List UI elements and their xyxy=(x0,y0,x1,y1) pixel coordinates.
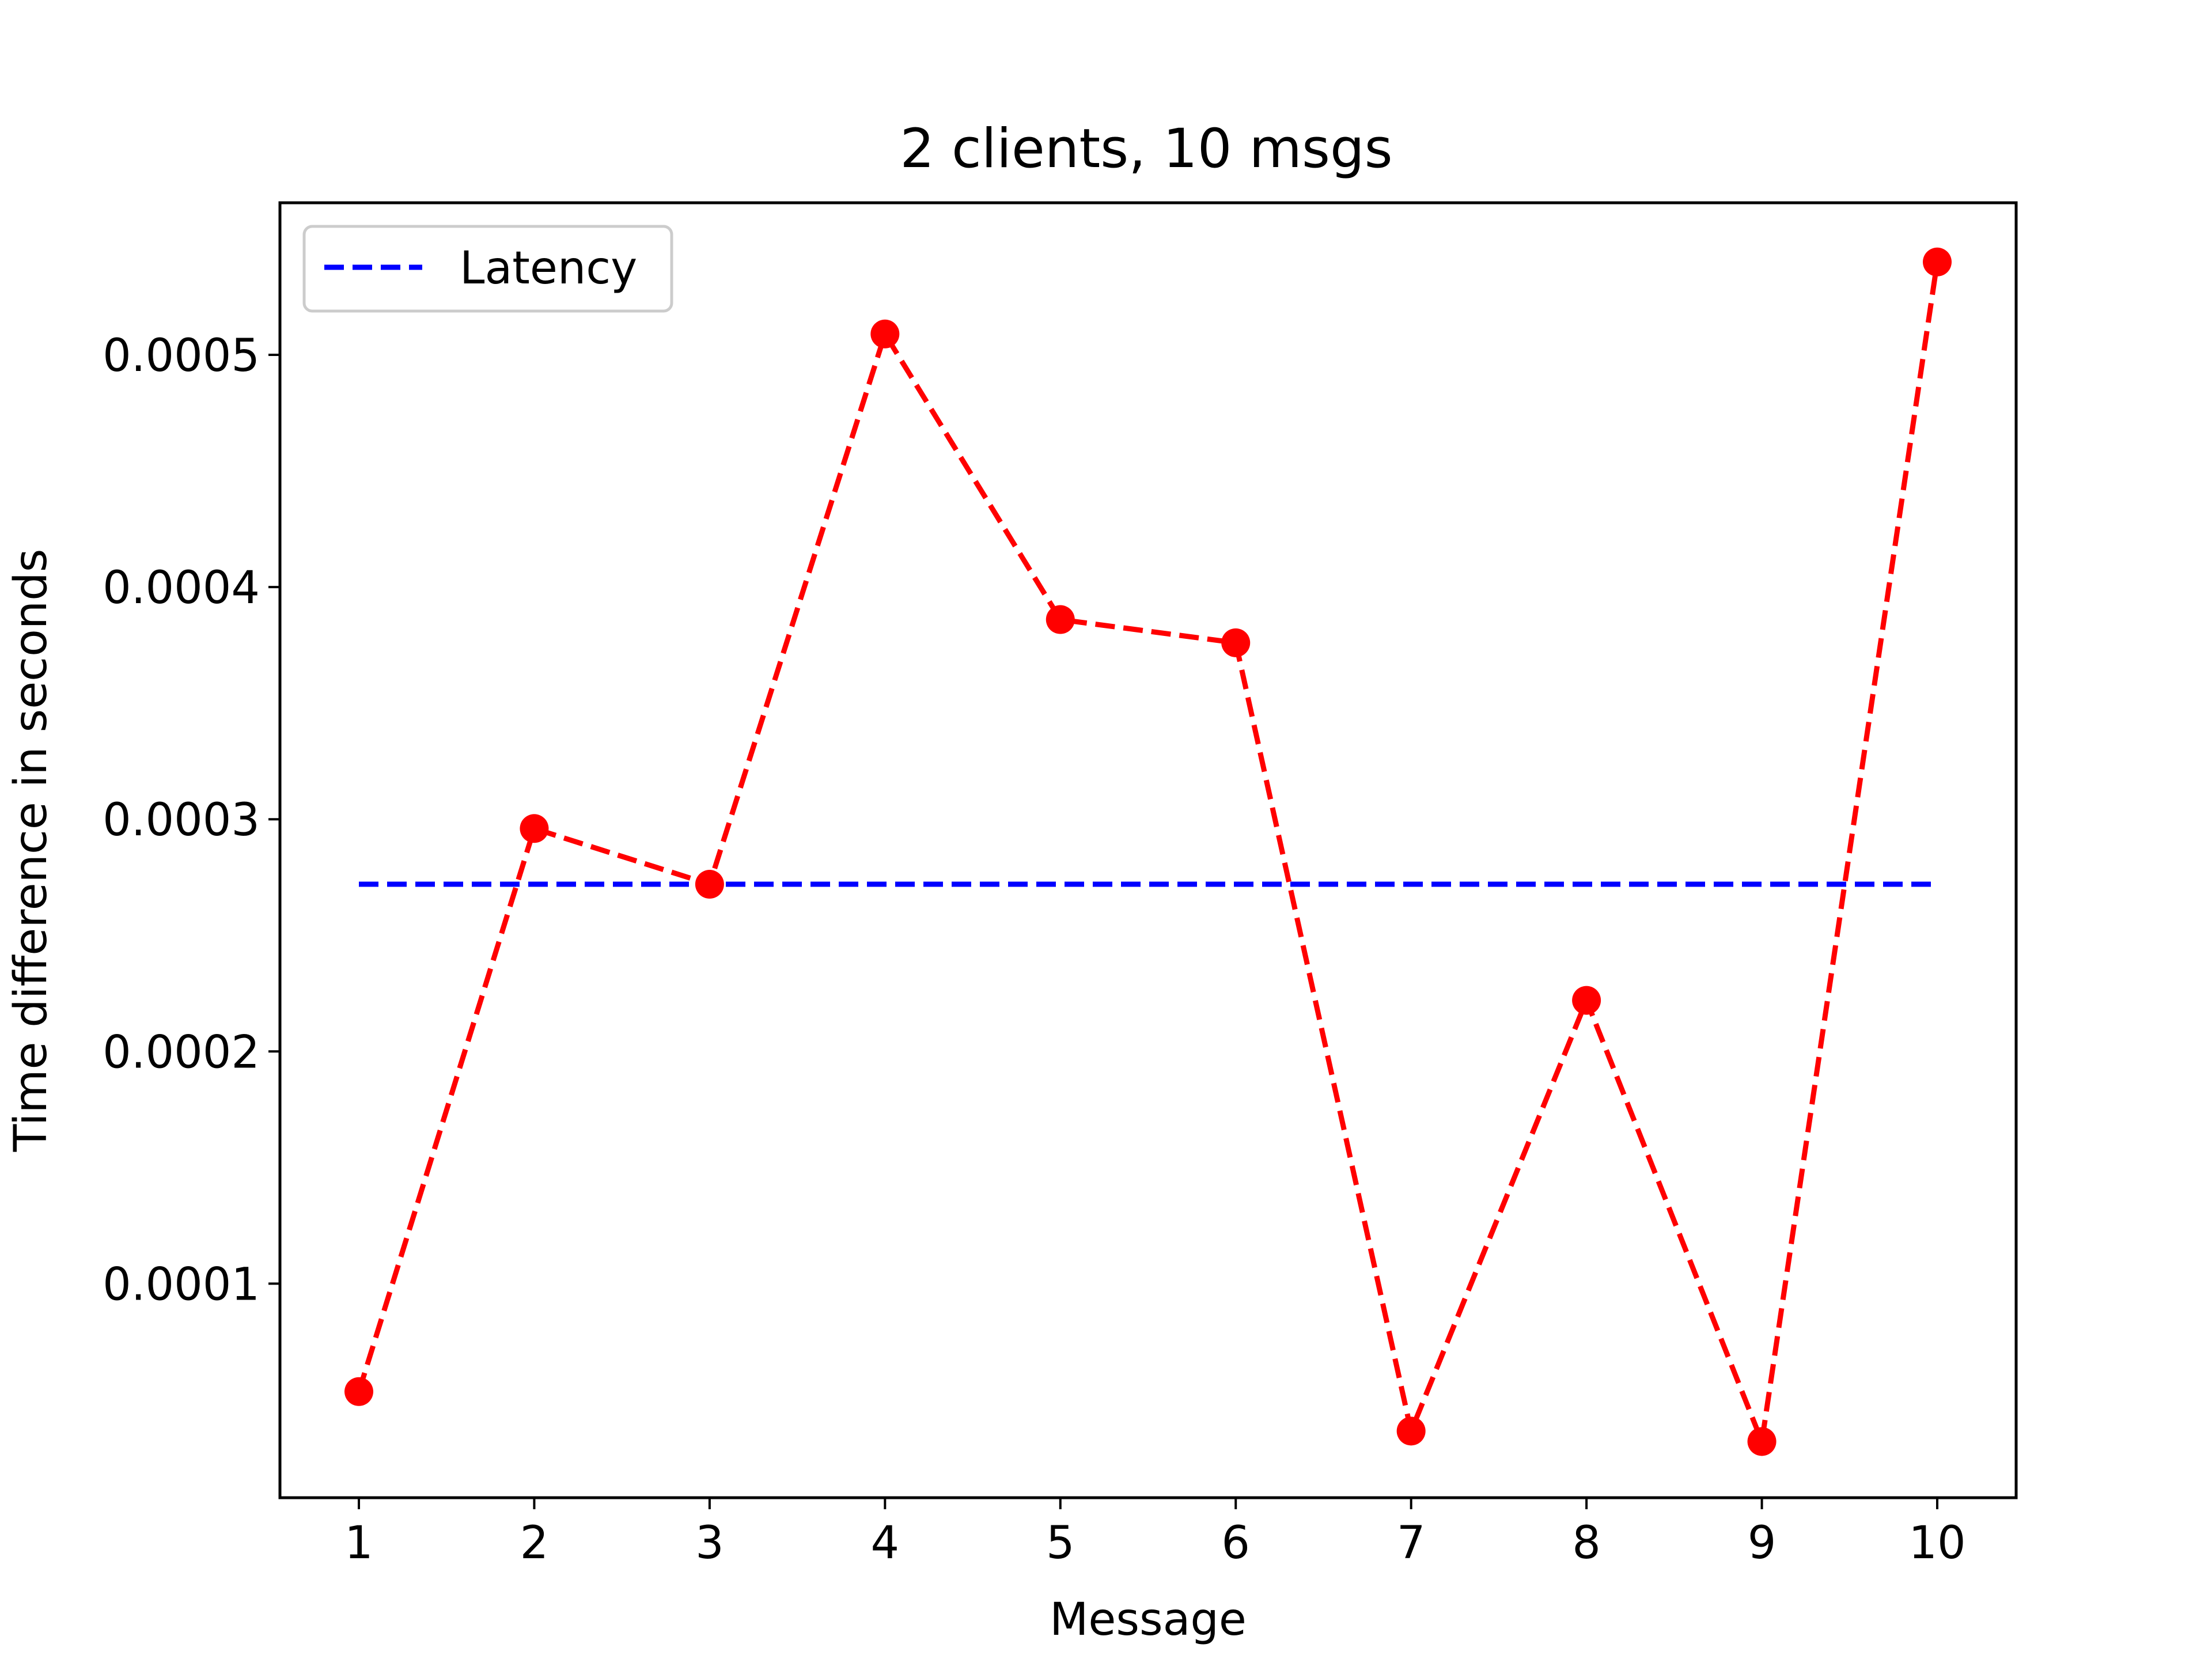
x-tick-label: 3 xyxy=(695,1517,724,1569)
data-point xyxy=(1923,247,1952,276)
data-point xyxy=(695,870,724,899)
data-point xyxy=(1572,986,1601,1015)
x-tick-label: 7 xyxy=(1397,1517,1426,1569)
data-point xyxy=(870,319,900,349)
y-tick-label: 0.0003 xyxy=(103,794,260,846)
x-tick-label: 2 xyxy=(520,1517,549,1569)
x-tick-label: 1 xyxy=(344,1517,373,1569)
y-axis: 0.0001 0.0002 0.0003 0.0004 0.0005 xyxy=(103,330,280,1310)
plot-frame xyxy=(278,201,2018,1499)
x-tick-label: 4 xyxy=(871,1517,900,1569)
data-point xyxy=(520,814,549,843)
data-point xyxy=(1046,605,1075,634)
data-point xyxy=(1221,628,1251,657)
y-tick-label: 0.0004 xyxy=(103,562,260,614)
y-axis-label: Time difference in seconds xyxy=(5,549,57,1153)
legend-box xyxy=(302,225,673,313)
x-tick-label: 5 xyxy=(1046,1517,1075,1569)
data-point xyxy=(1396,1416,1426,1446)
x-tick-label: 8 xyxy=(1572,1517,1601,1569)
y-tick-label: 0.0001 xyxy=(103,1259,260,1310)
plot-area xyxy=(344,247,1952,1456)
series-line-time-difference xyxy=(356,262,1940,1452)
legend: Latency xyxy=(302,225,673,313)
x-tick-label: 6 xyxy=(1221,1517,1250,1569)
x-axis: 1 2 3 4 5 6 7 8 9 10 xyxy=(344,1498,1966,1569)
x-tick-label: 10 xyxy=(1908,1517,1965,1569)
chart-title: 2 clients, 10 msgs xyxy=(900,118,1392,180)
x-axis-label: Message xyxy=(1050,1594,1247,1646)
data-point xyxy=(344,1377,373,1406)
legend-label-latency: Latency xyxy=(460,243,637,294)
data-point xyxy=(1747,1427,1777,1456)
y-tick-label: 0.0005 xyxy=(103,330,260,382)
y-tick-label: 0.0002 xyxy=(103,1027,260,1078)
x-tick-label: 9 xyxy=(1748,1517,1777,1569)
